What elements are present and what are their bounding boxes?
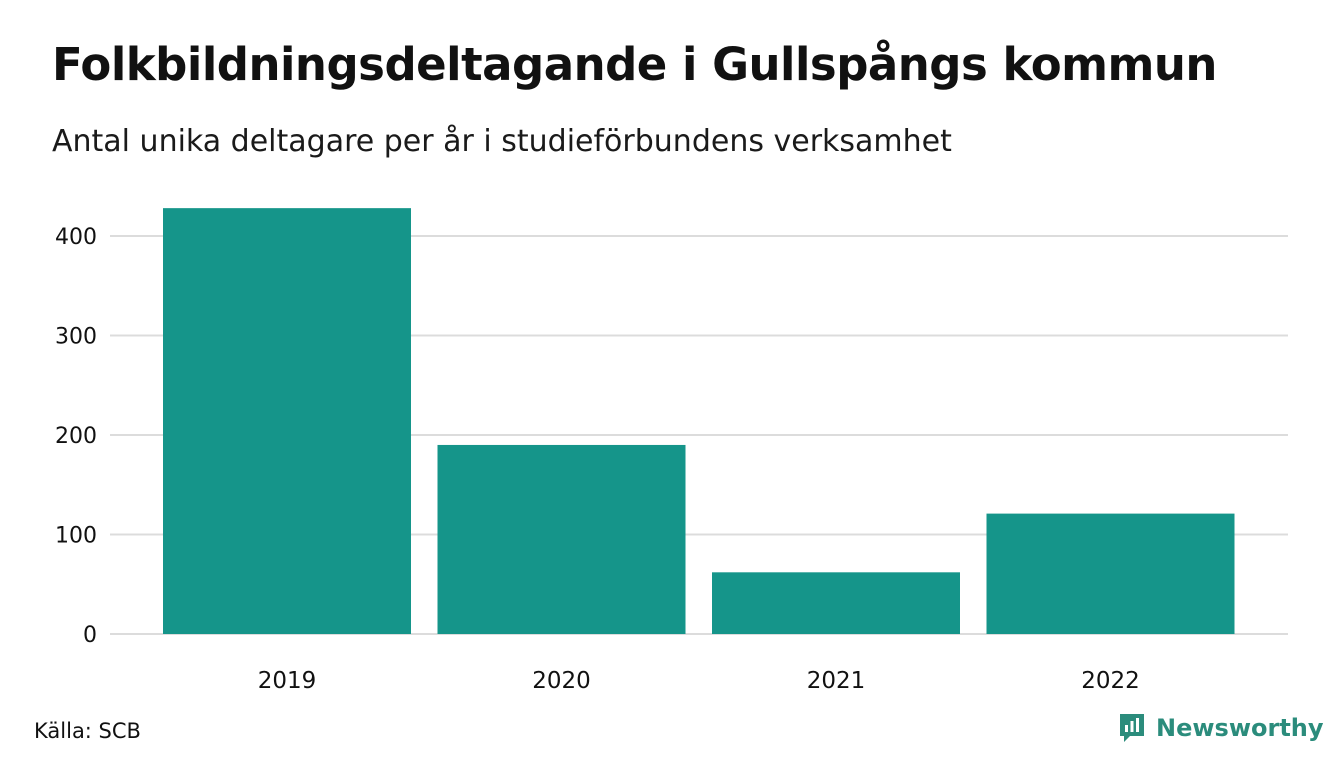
x-tick-label: 2021: [807, 668, 866, 694]
brand-name: Newsworthy: [1156, 714, 1324, 742]
bar-2019: [163, 208, 411, 634]
x-tick-label: 2022: [1081, 668, 1140, 694]
y-tick-label: 300: [55, 325, 97, 350]
bar-2020: [437, 444, 686, 634]
y-tick-label: 100: [55, 524, 97, 549]
source-note: Källa: SCB: [34, 719, 141, 743]
newsworthy-logo-icon: [1120, 714, 1144, 742]
x-tick-label: 2020: [532, 668, 591, 694]
chart-subtitle: Antal unika deltagare per år i studieför…: [52, 124, 952, 159]
y-tick-label: 400: [55, 225, 97, 250]
x-axis-tick-labels: 2019 2020 2021 2022: [258, 668, 1140, 694]
chart-title: Folkbildningsdeltagande i Gullspångs kom…: [52, 38, 1217, 91]
x-tick-label: 2019: [258, 668, 317, 694]
brand-logo[interactable]: Newsworthy: [1118, 712, 1324, 744]
y-tick-label: 200: [55, 424, 97, 449]
y-tick-label: 0: [83, 623, 97, 648]
bar-2022: [986, 513, 1235, 634]
bar-2021: [712, 572, 960, 634]
y-axis-tick-labels: 0 100 200 300 400: [55, 225, 97, 648]
bars: [163, 208, 1235, 634]
